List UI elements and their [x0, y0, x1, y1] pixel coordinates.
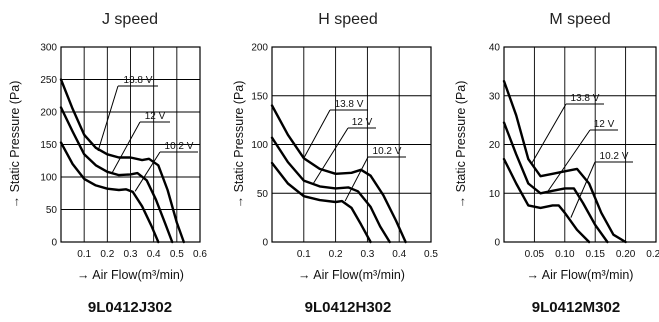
y-tick-label: 100: [251, 140, 268, 151]
series-line-10-2-V: [270, 161, 372, 244]
series-label-leader: [570, 161, 596, 218]
series-label: 13.8 V: [571, 93, 600, 104]
series-line-10-2-V: [59, 141, 160, 244]
series-label: 13.8 V: [124, 75, 153, 86]
y-tick-label: 40: [489, 43, 501, 54]
y-tick-label: 0: [494, 238, 500, 249]
series-line-13-8-V: [59, 78, 186, 244]
y-tick-label: 250: [40, 75, 57, 86]
y-tick-label: 20: [489, 140, 501, 151]
series-label: 12 V: [352, 117, 373, 128]
series-label-leader: [134, 151, 161, 192]
series-label: 10.2 V: [373, 146, 402, 157]
y-axis-label: → Static Pressure (Pa): [454, 81, 468, 209]
series-label-leader: [312, 127, 349, 184]
y-tick-label: 0: [262, 238, 268, 249]
chart-title: J speed: [102, 11, 158, 28]
y-tick-label: 50: [257, 189, 269, 200]
x-tick-label: 0.2: [100, 249, 114, 260]
plot-frame: [271, 46, 432, 243]
x-tick-label: 0.1: [297, 249, 311, 260]
chart-panel-3: M speed 0 10 20 30 40 0.05 0.10 0.15 0.20 0.25 → Ai…: [454, 11, 659, 316]
series-label: 10.2 V: [165, 141, 194, 152]
y-tick-label: 30: [489, 91, 501, 102]
chart-title: M speed: [549, 11, 610, 28]
series-label-leader: [111, 121, 141, 174]
y-tick-label: 200: [40, 108, 57, 119]
x-tick-label: 0.3: [360, 249, 374, 260]
y-tick-label: 300: [40, 43, 57, 54]
series-label-leader: [303, 109, 331, 159]
y-tick-label: 100: [40, 173, 57, 184]
series-label-leader: [546, 129, 591, 194]
series-line-12-V: [270, 136, 391, 244]
series-label: 12 V: [594, 119, 615, 130]
model-number: 9L0412M302: [532, 299, 620, 316]
series-line-10-2-V: [502, 157, 591, 244]
y-axis-label: → Static Pressure (Pa): [232, 81, 246, 209]
y-tick-label: 150: [40, 140, 57, 151]
series-label: 10.2 V: [600, 151, 629, 162]
series-line-12-V: [59, 106, 174, 244]
series-line-12-V: [502, 121, 609, 244]
series-label-leader: [97, 85, 119, 152]
x-tick-label: 0.4: [392, 249, 406, 260]
x-tick-label: 0.3: [124, 249, 138, 260]
y-axis-label: → Static Pressure (Pa): [8, 81, 22, 209]
x-tick-label: 0.4: [147, 249, 161, 260]
plot-frame: [503, 46, 657, 243]
x-tick-label: 0.05: [525, 249, 545, 260]
x-tick-label: 0.10: [555, 249, 575, 260]
y-tick-label: 10: [489, 189, 501, 200]
x-axis-label: → Air Flow(m³/min): [298, 268, 405, 282]
x-tick-label: 0.5: [424, 249, 438, 260]
x-tick-label: 0.25: [646, 249, 659, 260]
series-line-13-8-V: [502, 79, 627, 244]
x-tick-label: 0.6: [193, 249, 207, 260]
chart-panel-1: J speed 0 50 100 150 200 250 300 0.1 0.2 0.3 0.4 0.5…: [8, 11, 207, 316]
x-tick-label: 0.1: [77, 249, 91, 260]
series-line-13-8-V: [270, 104, 407, 244]
y-tick-label: 200: [251, 43, 268, 54]
x-axis-label: → Air Flow(m³/min): [527, 268, 634, 282]
x-axis-label: → Air Flow(m³/min): [77, 268, 184, 282]
x-tick-label: 0.5: [170, 249, 184, 260]
x-tick-label: 0.2: [329, 249, 343, 260]
x-tick-label: 0.20: [616, 249, 636, 260]
y-tick-label: 150: [251, 91, 268, 102]
y-tick-label: 0: [51, 238, 57, 249]
y-tick-label: 50: [46, 205, 58, 216]
series-label-leader: [344, 156, 369, 202]
series-label-leader: [530, 103, 567, 165]
chart-panel-2: H speed 0 50 100 150 200 0.1 0.2 0.3 0.4 0.5 → Air …: [232, 11, 438, 316]
series-label: 12 V: [145, 111, 166, 122]
chart-title: H speed: [318, 11, 378, 28]
x-tick-label: 0.15: [585, 249, 605, 260]
model-number: 9L0412H302: [305, 299, 392, 316]
model-number: 9L0412J302: [88, 299, 172, 316]
series-label: 13.8 V: [335, 99, 364, 110]
